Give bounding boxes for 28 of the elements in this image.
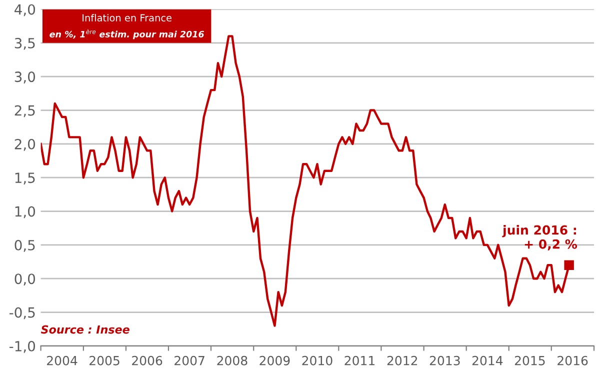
chart-title: Inflation en France <box>82 14 172 22</box>
x-tick-label: 2010 <box>302 356 332 366</box>
x-tick-label: 2014 <box>472 356 503 366</box>
y-tick-label: 4,0 <box>14 4 36 16</box>
y-tick-label: 0,5 <box>14 240 35 252</box>
y-tick-label: -1,0 <box>10 340 36 353</box>
y-tick-label: 2,0 <box>14 138 36 151</box>
x-tick-label: 2007 <box>174 356 204 366</box>
x-tick-label: 2016 <box>558 356 588 366</box>
x-tick-label: 2009 <box>260 356 290 366</box>
annotation: juin 2016 : + 0,2 % <box>502 225 578 250</box>
x-tick-label: 2005 <box>90 356 120 366</box>
x-tick-label: 2013 <box>430 356 460 366</box>
y-tick-label: 0,0 <box>14 274 36 286</box>
x-tick-label: 2006 <box>132 356 162 366</box>
y-tick-label: 3,0 <box>14 72 36 84</box>
x-tick-label: 2015 <box>514 356 545 366</box>
text: en %, 1$^{ère}$ estim. pour mai 2016 <box>50 29 204 40</box>
y-tick-label: -0,5 <box>10 307 35 320</box>
x-tick-label: 2004 <box>47 356 78 366</box>
annotation: Source : Insee <box>40 325 130 334</box>
x-tick-label: 2012 <box>387 356 418 366</box>
x-tick-label: 2011 <box>344 356 374 366</box>
y-tick-label: 2,5 <box>14 105 35 118</box>
y-tick-label: 1,0 <box>15 206 36 218</box>
y-tick-label: 1,5 <box>15 172 35 184</box>
x-tick-label: 2008 <box>217 356 248 366</box>
y-tick-label: 3,5 <box>14 38 35 50</box>
